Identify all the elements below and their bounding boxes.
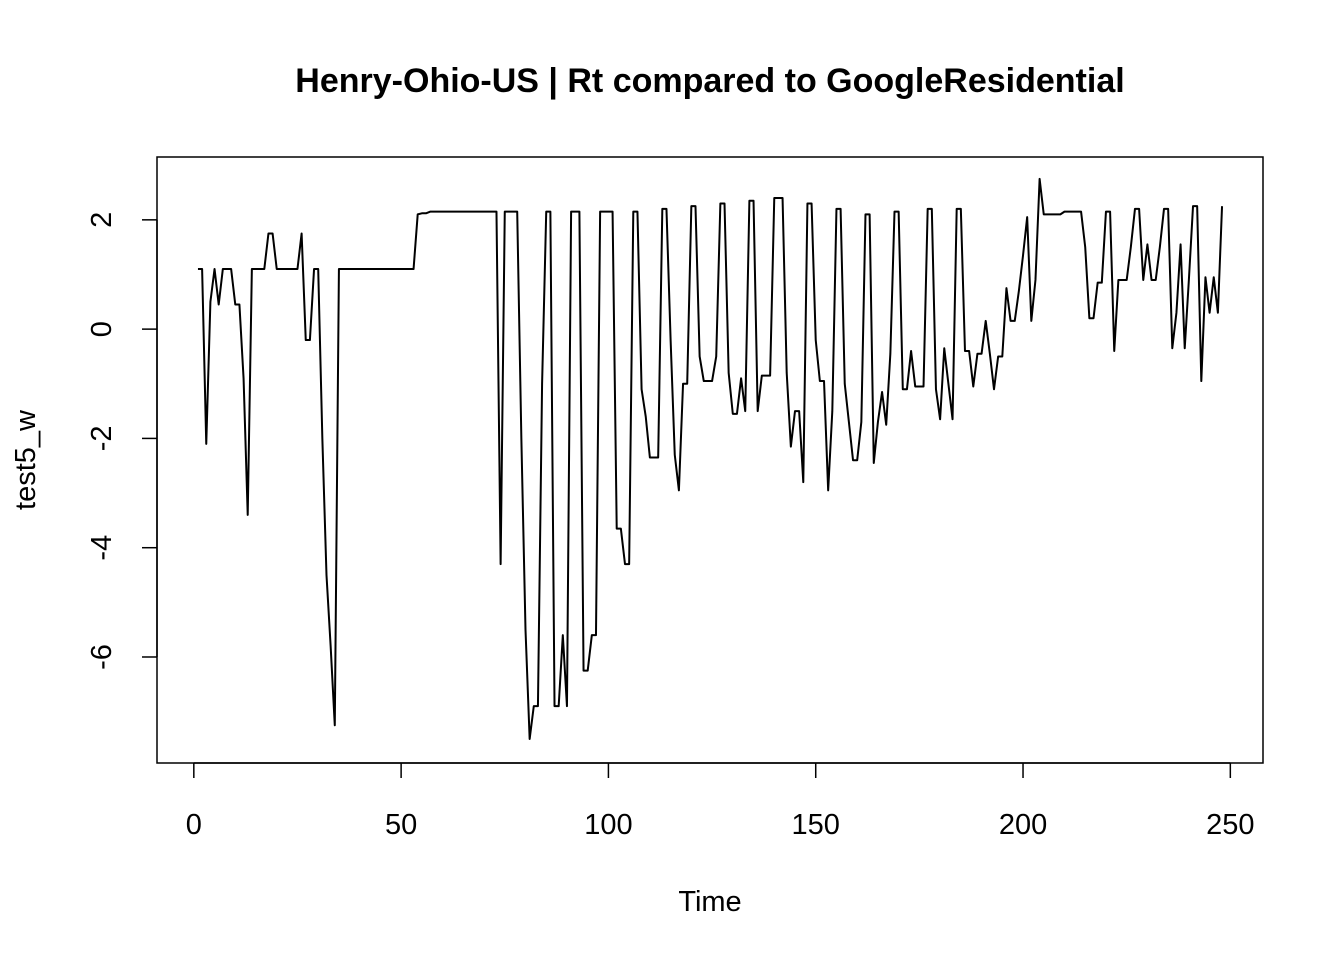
x-tick-label: 50 [385,809,417,841]
x-tick-label: 250 [1206,809,1254,841]
chart-title: Henry-Ohio-US | Rt compared to GoogleRes… [295,62,1124,100]
data-line [197,177,1224,740]
y-tick-label: 2 [86,212,118,228]
y-axis-label: test5_w [10,409,42,510]
y-tick-label: -4 [86,535,118,561]
x-tick-label: 200 [999,809,1047,841]
x-tick-label: 0 [186,809,202,841]
y-tick-label: 0 [86,321,118,337]
x-axis-label: Time [678,886,741,918]
x-tick-label: 100 [584,809,632,841]
y-tick-label: -6 [86,644,118,670]
x-tick-label: 150 [792,809,840,841]
y-tick-label: -2 [86,426,118,452]
